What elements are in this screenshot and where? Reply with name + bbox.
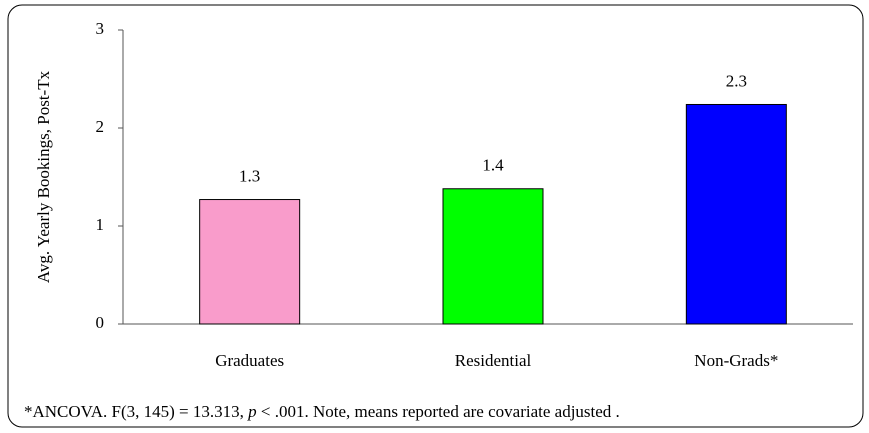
y-tick-label: 0: [96, 313, 105, 332]
bar: [685, 103, 787, 325]
x-tick-label: Non-Grads*: [694, 351, 778, 370]
y-tick-label: 1: [96, 215, 105, 234]
value-label: 1.4: [482, 156, 504, 175]
footnote-part: p: [247, 402, 257, 421]
y-tick-label: 2: [96, 117, 105, 136]
footnote-part: *ANCOVA. F(3, 145) = 13.313,: [24, 402, 248, 421]
footnote-part: < .001. Note, means reported are covaria…: [257, 402, 620, 421]
bar: [442, 188, 544, 325]
x-tick-label: Graduates: [215, 351, 284, 370]
value-label: 2.3: [726, 71, 747, 90]
x-tick-label: Residential: [455, 351, 532, 370]
y-axis-label: Avg. Yearly Bookings, Post-Tx: [34, 70, 53, 283]
value-label: 1.3: [239, 166, 260, 185]
y-tick-label: 3: [96, 19, 105, 38]
footnote: *ANCOVA. F(3, 145) = 13.313, p < .001. N…: [24, 402, 620, 421]
bar: [199, 199, 301, 325]
